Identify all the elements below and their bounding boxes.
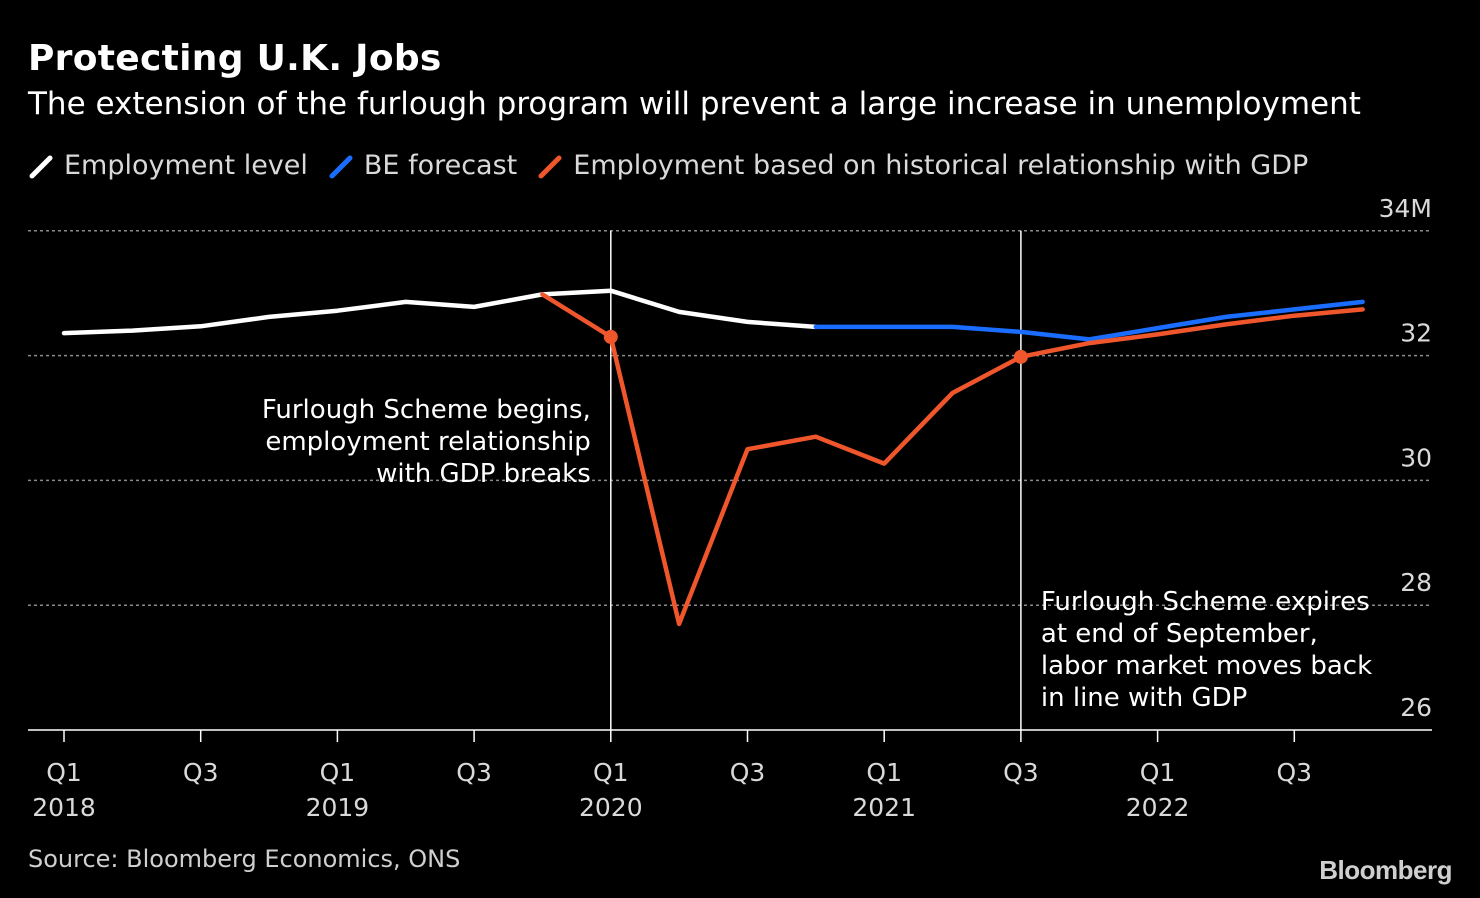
series-employment-level [61, 288, 819, 336]
x-tick-year-label: 2021 [852, 793, 916, 822]
x-tick-label: Q3 [1277, 758, 1313, 787]
series-markers [603, 329, 1028, 364]
x-tick-label: Q3 [730, 758, 766, 787]
annotation-lines [610, 230, 1022, 730]
x-tick-label: Q1 [593, 758, 629, 787]
annotation-line-text: labor market moves back [1041, 651, 1372, 681]
x-tick-label: Q3 [456, 758, 492, 787]
annotation-expires: Furlough Scheme expires at end of Septemb… [1041, 587, 1372, 713]
x-tick-year-label: 2018 [32, 793, 96, 822]
chart-subtitle: The extension of the furlough program wi… [28, 86, 1361, 122]
y-tick-label: 28 [1400, 568, 1432, 597]
legend-label: Employment level [64, 150, 308, 181]
bloomberg-logo: Bloomberg [1319, 855, 1452, 885]
source-note: Source: Bloomberg Economics, ONS [28, 845, 461, 873]
legend-swatch-be-forecast [329, 155, 353, 178]
x-tick-label: Q3 [183, 758, 219, 787]
legend-item-be-forecast[interactable]: BE forecast [328, 150, 517, 181]
y-axis-labels: 26 28 30 32 34M [1379, 194, 1432, 722]
annotation-line-text: at end of September, [1041, 619, 1318, 649]
x-axis: Q1 2018 Q3 Q1 2019 Q3 Q1 2020 Q3 Q1 2021 Q3 Q1 2022 Q3 [28, 729, 1432, 822]
legend: Employment level BE forecast Employment … [28, 150, 1328, 181]
y-tick-label: 26 [1400, 693, 1432, 722]
legend-item-gdp-based[interactable]: Employment based on historical relations… [537, 150, 1308, 181]
annotation-line-text: employment relationship [265, 427, 590, 457]
annotation-begins: Furlough Scheme begins, employment relati… [262, 395, 591, 489]
x-tick-label: Q1 [866, 758, 902, 787]
y-tick-label: 30 [1400, 443, 1432, 472]
annotation-line-text: Furlough Scheme begins, [262, 395, 591, 425]
annotation-line-text: with GDP breaks [376, 459, 591, 489]
annotation-line-text: Furlough Scheme expires [1041, 587, 1370, 617]
x-tick-label: Q1 [1140, 758, 1176, 787]
x-tick-year-label: 2019 [306, 793, 370, 822]
x-tick-label: Q3 [1003, 758, 1039, 787]
legend-item-employment-level[interactable]: Employment level [28, 150, 308, 181]
annotation-line-text: in line with GDP [1041, 683, 1247, 713]
series-marker [1013, 349, 1028, 364]
legend-label: Employment based on historical relations… [573, 150, 1309, 181]
y-tick-label: 34M [1379, 194, 1432, 223]
legend-swatch-employment-level [29, 155, 53, 178]
grid-lines [28, 230, 1432, 606]
series-be-forecast [813, 299, 1365, 342]
x-tick-year-label: 2020 [579, 793, 643, 822]
x-tick-label: Q1 [320, 758, 356, 787]
series-gdp-based [540, 292, 1365, 627]
y-tick-label: 32 [1400, 319, 1432, 348]
legend-swatch-gdp-based [538, 155, 562, 178]
x-tick-year-label: 2022 [1126, 793, 1190, 822]
annotations: Furlough Scheme begins, employment relati… [262, 395, 1372, 713]
series-lines [61, 288, 1365, 627]
legend-label: BE forecast [363, 150, 518, 181]
series-marker [603, 329, 618, 344]
chart-title: Protecting U.K. Jobs [28, 38, 442, 79]
x-tick-label: Q1 [46, 758, 82, 787]
